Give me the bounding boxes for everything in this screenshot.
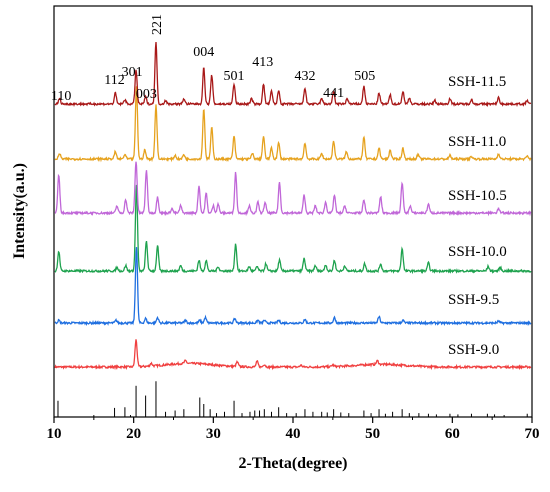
x-tick-label-60: 60 — [445, 426, 460, 442]
series-line-ssh-11-5 — [54, 42, 532, 108]
peak-label-501: 501 — [224, 69, 245, 84]
peak-label-413: 413 — [252, 55, 273, 70]
series-line-ssh-10-5 — [54, 161, 532, 217]
peak-label-110: 110 — [51, 89, 71, 104]
peak-label-441: 441 — [323, 86, 344, 101]
series-label-ssh-9-0: SSH-9.0 — [448, 342, 499, 358]
x-tick-label-30: 30 — [206, 426, 221, 442]
peak-label-003: 003 — [136, 87, 157, 102]
series-label-ssh-11-5: SSH-11.5 — [448, 74, 506, 90]
peak-label-221: 221 — [150, 14, 165, 35]
x-tick-label-70: 70 — [525, 426, 540, 442]
series-line-ssh-11-0 — [54, 86, 532, 163]
x-axis-label: 2-Theta(degree) — [239, 455, 348, 472]
reference-pattern — [57, 381, 528, 417]
series-line-ssh-10-0 — [54, 184, 532, 275]
series-line-ssh-9-5 — [54, 247, 532, 327]
peak-label-301: 301 — [122, 65, 143, 80]
x-axis: 10 20 30 40 50 60 70 — [47, 417, 540, 442]
peak-label-112: 112 — [104, 73, 124, 88]
plot-area: SSH-9.0 SSH-9.5 SSH-10.0 SSH-10.5 SSH-11.0 SS… — [51, 5, 533, 418]
peak-label-432: 432 — [294, 69, 315, 84]
peak-label-004: 004 — [193, 45, 214, 60]
series-labels: SSH-9.0 SSH-9.5 SSH-10.0 SSH-10.5 SSH-11.0 SS… — [448, 74, 507, 358]
y-axis-label: Intensity(a.u.) — [11, 163, 28, 259]
series-line-ssh-9-0 — [54, 339, 532, 371]
series-label-ssh-10-0: SSH-10.0 — [448, 244, 507, 260]
x-tick-label-10: 10 — [47, 426, 62, 442]
series-curves — [54, 42, 532, 371]
peak-label-505: 505 — [354, 69, 375, 84]
x-tick-label-50: 50 — [365, 426, 380, 442]
series-label-ssh-9-5: SSH-9.5 — [448, 292, 499, 308]
series-label-ssh-11-0: SSH-11.0 — [448, 134, 506, 150]
series-label-ssh-10-5: SSH-10.5 — [448, 188, 507, 204]
x-tick-label-40: 40 — [286, 426, 301, 442]
x-tick-label-20: 20 — [126, 426, 141, 442]
